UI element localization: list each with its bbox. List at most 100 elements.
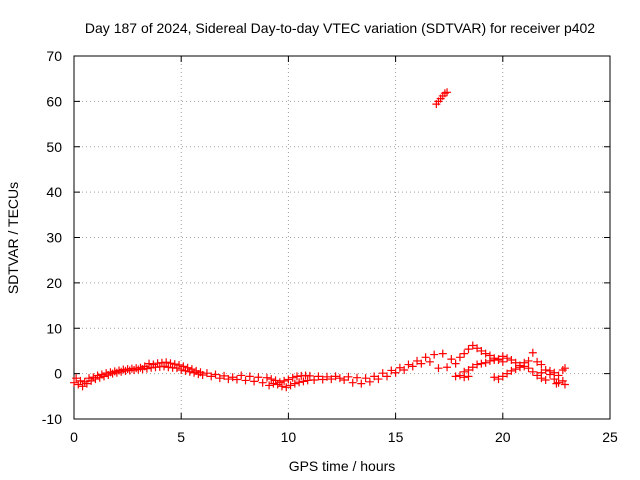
data-point	[198, 370, 207, 379]
data-point	[160, 362, 169, 371]
x-tick-label: 10	[281, 429, 297, 445]
data-point	[361, 374, 370, 383]
data-point	[550, 368, 559, 377]
data-point	[284, 375, 293, 384]
data-point	[560, 380, 569, 389]
data-point	[357, 379, 366, 388]
data-point	[417, 359, 426, 368]
data-point	[507, 366, 516, 375]
data-point	[490, 356, 499, 365]
data-point	[473, 360, 482, 369]
data-point	[211, 370, 220, 379]
data-point	[455, 371, 464, 380]
data-point	[290, 379, 299, 388]
data-point	[282, 383, 291, 392]
data-point	[348, 378, 357, 387]
data-point	[404, 360, 413, 369]
data-point	[145, 359, 154, 368]
data-point	[391, 368, 400, 377]
data-point	[288, 373, 297, 382]
data-point	[378, 369, 387, 378]
data-point	[162, 358, 171, 367]
data-point	[498, 372, 507, 381]
data-point	[267, 375, 276, 384]
data-point	[91, 375, 100, 384]
data-point	[220, 371, 229, 380]
data-point	[520, 358, 529, 367]
data-point	[481, 349, 490, 358]
data-point	[447, 355, 456, 364]
data-point	[533, 357, 542, 366]
data-point	[421, 353, 430, 362]
data-point	[464, 372, 473, 381]
data-point	[468, 341, 477, 350]
data-point	[443, 363, 452, 372]
data-point	[503, 354, 512, 363]
data-points	[70, 88, 569, 392]
data-point	[322, 372, 331, 381]
data-point	[400, 365, 409, 374]
data-point	[310, 375, 319, 384]
data-point	[207, 372, 216, 381]
data-point	[507, 356, 516, 365]
data-point	[434, 364, 443, 373]
data-point	[560, 364, 569, 373]
data-point	[464, 345, 473, 354]
data-point	[70, 378, 78, 387]
data-point	[430, 350, 439, 359]
data-point	[451, 372, 460, 381]
data-point	[258, 378, 267, 387]
x-tick-label: 0	[70, 429, 78, 445]
y-tick-label: 30	[46, 230, 62, 246]
data-point	[286, 381, 295, 390]
data-point	[451, 359, 460, 368]
data-point	[72, 374, 81, 383]
axis-ticks	[73, 55, 611, 420]
data-point	[468, 363, 477, 372]
data-point	[473, 344, 482, 353]
data-point	[374, 375, 383, 384]
data-point	[78, 382, 87, 391]
data-point	[438, 349, 447, 358]
data-point	[166, 359, 175, 368]
chart-title: Day 187 of 2024, Sidereal Day-to-day VTE…	[85, 20, 595, 36]
data-point	[494, 375, 503, 384]
data-point	[554, 378, 563, 387]
data-point	[254, 373, 263, 382]
data-point	[387, 366, 396, 375]
data-point	[335, 374, 344, 383]
data-point	[541, 365, 550, 374]
data-point	[280, 376, 289, 385]
data-point	[494, 355, 503, 364]
data-point	[340, 375, 349, 384]
y-tick-label: 50	[46, 139, 62, 155]
data-point	[383, 372, 392, 381]
data-point	[344, 372, 353, 381]
data-point	[237, 371, 246, 380]
data-point	[490, 373, 499, 382]
data-point	[503, 369, 512, 378]
data-point	[179, 362, 188, 371]
data-point	[353, 373, 362, 382]
data-point	[511, 365, 520, 374]
y-tick-label: 20	[46, 275, 62, 291]
data-point	[554, 371, 563, 380]
data-point	[183, 363, 192, 372]
data-point	[331, 372, 340, 381]
y-tick-label: 40	[46, 184, 62, 200]
data-point	[314, 372, 323, 381]
data-point	[250, 377, 259, 386]
data-point	[524, 356, 533, 365]
x-tick-label: 25	[602, 429, 618, 445]
data-point	[271, 376, 280, 385]
data-point	[241, 376, 250, 385]
data-point	[245, 372, 254, 381]
data-point	[460, 373, 469, 382]
data-point	[498, 352, 507, 361]
x-tick-label: 15	[388, 429, 404, 445]
data-point	[275, 378, 284, 387]
y-axis-label: SDTVAR / TECUs	[5, 182, 21, 294]
data-point	[545, 366, 554, 375]
data-point	[224, 375, 233, 384]
